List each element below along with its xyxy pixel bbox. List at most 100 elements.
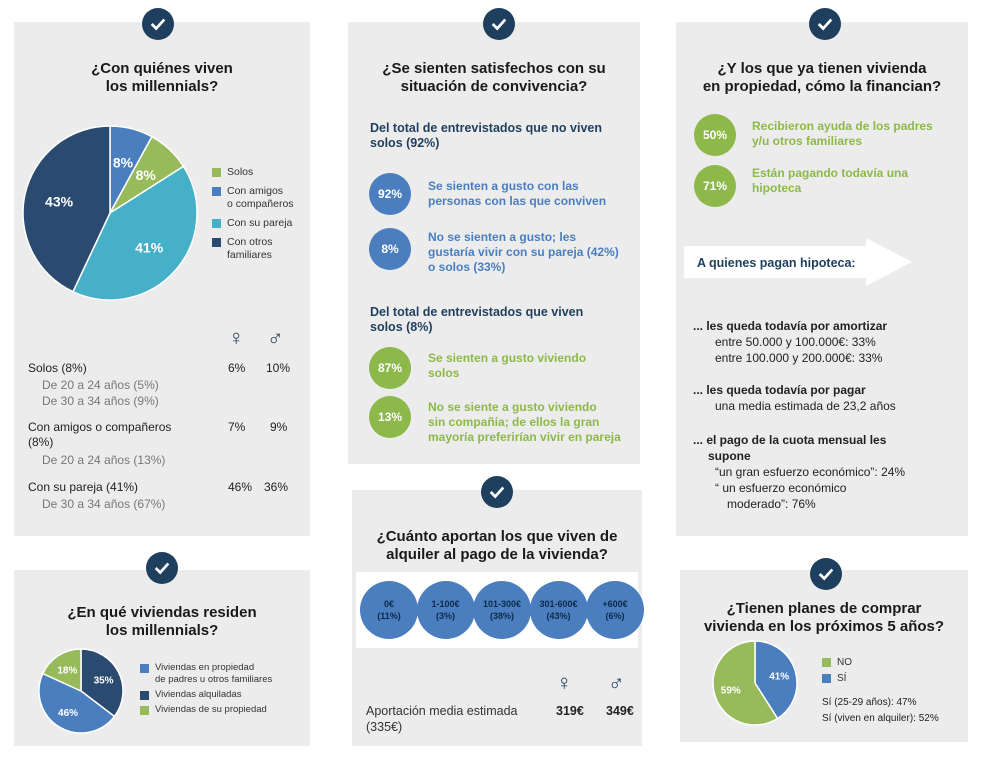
legend-swatch bbox=[212, 238, 221, 247]
pie-slice bbox=[80, 648, 124, 718]
pct-circle: 8% bbox=[369, 228, 411, 270]
legend-swatch bbox=[822, 658, 831, 667]
pie1-legend: Solos Con amigos o compañeros Con su pare… bbox=[212, 166, 312, 262]
text-line: o solos (33%) bbox=[428, 260, 506, 274]
detail-line: entre 100.000 y 200.000€: 33% bbox=[715, 351, 883, 365]
pie-slice-label: 41% bbox=[769, 671, 789, 682]
detail-heading: supone bbox=[708, 449, 751, 463]
pie-slice-label: 35% bbox=[94, 675, 114, 686]
male-symbol-icon: ♂ bbox=[267, 325, 284, 350]
legend-item: Solos bbox=[212, 166, 312, 179]
panel3-title: ¿Y los que ya tienen vivienda en propied… bbox=[676, 60, 968, 96]
pct-circle: 50% bbox=[694, 114, 736, 156]
heading-line: solos (92%) bbox=[370, 136, 440, 150]
financing-detail: ... les queda todavía por pagar una medi… bbox=[693, 382, 896, 414]
row-label: Con su pareja (41%) bbox=[28, 480, 139, 494]
checkmark-icon bbox=[818, 568, 834, 581]
panel4-title: ¿En qué viviendas residen los millennial… bbox=[14, 604, 310, 640]
panel2-heading-2: Del total de entrevistados que viven sol… bbox=[370, 305, 583, 335]
row-female: 46% bbox=[228, 480, 253, 494]
row-label: Solos (8%) bbox=[28, 361, 87, 375]
detail-line: “ un esfuerzo económico bbox=[715, 481, 847, 495]
checkmark-icon bbox=[154, 562, 170, 575]
legend-label: Viviendas de su propiedad bbox=[155, 704, 267, 715]
panel4-title-line1: ¿En qué viviendas residen bbox=[67, 604, 257, 621]
panel3-title-line1: ¿Y los que ya tienen vivienda bbox=[717, 60, 927, 77]
text-line: Están pagando todavía una bbox=[752, 166, 909, 180]
check-badge-6 bbox=[810, 558, 842, 590]
text-line: No se siente a gusto viviendo bbox=[428, 400, 597, 414]
sub-row: De 20 a 24 años (5%) bbox=[42, 378, 159, 392]
checkmark-icon bbox=[150, 18, 166, 31]
pct-circle: 13% bbox=[369, 396, 411, 438]
panel6-title-line1: ¿Tienen planes de comprar bbox=[726, 600, 922, 617]
pie4-legend: Viviendas en propiedad de padres u otros … bbox=[140, 662, 272, 716]
pie-slice bbox=[22, 125, 111, 293]
pie-slice-label: 18% bbox=[57, 665, 77, 676]
detail-heading: ... les queda todavía por amortizar bbox=[693, 319, 888, 333]
check-badge-2 bbox=[483, 8, 515, 40]
checkmark-icon bbox=[491, 18, 507, 31]
heading-line: Del total de entrevistados que viven bbox=[370, 305, 584, 319]
avg-line: Aportación media estimada bbox=[366, 704, 518, 718]
legend-label: Viviendas alquiladas bbox=[155, 689, 242, 700]
panel5-title: ¿Cuánto aportan los que viven de alquile… bbox=[352, 528, 642, 564]
legend-label: Con amigos bbox=[227, 185, 284, 197]
legend-label: familiares bbox=[227, 249, 272, 261]
legend-swatch bbox=[212, 219, 221, 228]
female-symbol-icon: ♀ bbox=[228, 325, 245, 350]
male-symbol-icon: ♂ bbox=[608, 670, 625, 695]
bubble-category: 301-600€ bbox=[539, 599, 578, 609]
row-male: 10% bbox=[266, 361, 291, 375]
checkmark-icon bbox=[489, 486, 505, 499]
rent-bubble: +600€ (6%) bbox=[586, 581, 644, 639]
text-line: solos bbox=[428, 366, 460, 380]
pie-slice bbox=[71, 165, 198, 301]
row-pareja: Con su pareja (41%) 46% 36% bbox=[28, 480, 298, 494]
check-badge-1 bbox=[142, 8, 174, 40]
detail-line: “un gran esfuerzo económico”: 24% bbox=[715, 465, 906, 479]
sub-row: De 30 a 34 años (9%) bbox=[42, 394, 159, 408]
pie-chart-living-with: 8%8% 41% 43% bbox=[22, 125, 198, 301]
text-line: No se sienten a gusto; les bbox=[428, 230, 577, 244]
legend-swatch bbox=[140, 691, 149, 700]
arrow-shape bbox=[684, 238, 912, 286]
pct-circle: 87% bbox=[369, 347, 411, 389]
heading-line: solos (8%) bbox=[370, 320, 433, 334]
bubble-category: 101-300€ bbox=[482, 599, 522, 609]
legend-label: SÍ bbox=[837, 673, 847, 684]
pie-chart-purchase-plans: 41% 59% bbox=[712, 640, 798, 726]
satisfaction-text: Se sienten a gusto con las personas con … bbox=[428, 179, 606, 209]
legend-swatch bbox=[140, 706, 149, 715]
panel2-title-line2: situación de convivencia? bbox=[400, 78, 588, 95]
legend-label: NO bbox=[837, 657, 852, 668]
bubble-value: (3%) bbox=[435, 611, 455, 621]
legend-label: Con otros bbox=[227, 236, 273, 248]
satisfaction-text: No se sienten a gusto; les gustaría vivi… bbox=[428, 230, 619, 275]
panel5-title-line1: ¿Cuánto aportan los que viven de bbox=[376, 528, 618, 545]
check-badge-3 bbox=[809, 8, 841, 40]
legend-label: de padres u otros familiares bbox=[155, 674, 273, 685]
pie-slice-label: 59% bbox=[721, 686, 741, 697]
detail-line: una media estimada de 23,2 años bbox=[715, 399, 896, 413]
row-female: 6% bbox=[228, 361, 246, 375]
pie-chart-housing: 35% 46% 18% bbox=[38, 648, 124, 734]
pie-slice-label: 41% bbox=[135, 239, 164, 255]
rent-bubble: 0€ (11%) bbox=[360, 581, 418, 639]
panel1-title: ¿Con quiénes viven los millennials? bbox=[14, 60, 310, 96]
text-line: y/u otros familiares bbox=[752, 134, 863, 148]
detail-line: entre 50.000 y 100.000€: 33% bbox=[715, 335, 876, 349]
plans-note: Sí (25-29 años): 47% Sí (viven en alquil… bbox=[822, 695, 939, 727]
note-line: Sí (25-29 años): 47% bbox=[822, 697, 917, 708]
detail-line: moderado”: 76% bbox=[727, 497, 816, 511]
pct-circle: 92% bbox=[369, 173, 411, 215]
rent-bubble: 1-100€ (3%) bbox=[416, 581, 475, 639]
legend-item: Viviendas de su propiedad bbox=[140, 704, 272, 716]
checkmark-icon bbox=[817, 18, 833, 31]
legend-item: Con otros familiares bbox=[212, 236, 312, 262]
satisfaction-text: No se siente a gusto viviendo sin compañ… bbox=[428, 400, 621, 445]
female-symbol-icon: ♀ bbox=[556, 670, 573, 695]
row-female: 7% bbox=[228, 420, 246, 434]
pie-slice-label: 8% bbox=[136, 167, 157, 183]
panel2-heading-1: Del total de entrevistados que no viven … bbox=[370, 121, 602, 151]
